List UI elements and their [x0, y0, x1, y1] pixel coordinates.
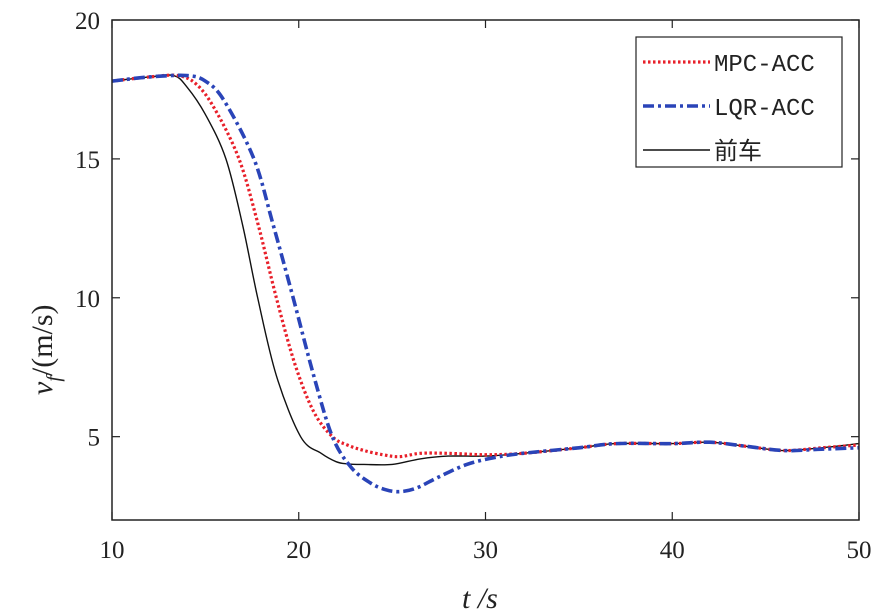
- ticks-group: 10 20 30 40 50 5 10 15 20: [75, 8, 872, 564]
- y-tick-label: 20: [75, 8, 100, 35]
- x-tick-label: 10: [100, 537, 125, 564]
- series-line-1: [111, 73, 860, 494]
- y-tick-label: 10: [75, 286, 100, 313]
- x-axis-label: t /s: [462, 582, 498, 613]
- x-tick-label: 20: [286, 537, 311, 564]
- legend-label-2: 前车: [714, 138, 762, 167]
- legend-label-0: MPC-ACC: [714, 52, 815, 79]
- legend-box: [635, 36, 843, 168]
- series-line-0: [111, 73, 860, 459]
- y-label-main: v: [26, 381, 59, 395]
- x-tick-label: 50: [847, 537, 872, 564]
- y-label-sub: f: [43, 374, 65, 382]
- y-label-unit: /(m/s): [26, 304, 59, 376]
- y-tick-label: 15: [75, 147, 100, 174]
- x-tick-label: 40: [660, 537, 685, 564]
- legend-label-1: LQR-ACC: [714, 96, 815, 123]
- series-line-2: [111, 74, 860, 466]
- svg-text:vf/(m/s): vf/(m/s): [26, 304, 65, 395]
- series-group: [111, 73, 860, 494]
- legend: MPC-ACC LQR-ACC 前车: [635, 36, 843, 168]
- x-tick-label: 30: [473, 537, 498, 564]
- y-axis-label: vf/(m/s): [26, 304, 65, 395]
- y-tick-label: 5: [88, 425, 101, 452]
